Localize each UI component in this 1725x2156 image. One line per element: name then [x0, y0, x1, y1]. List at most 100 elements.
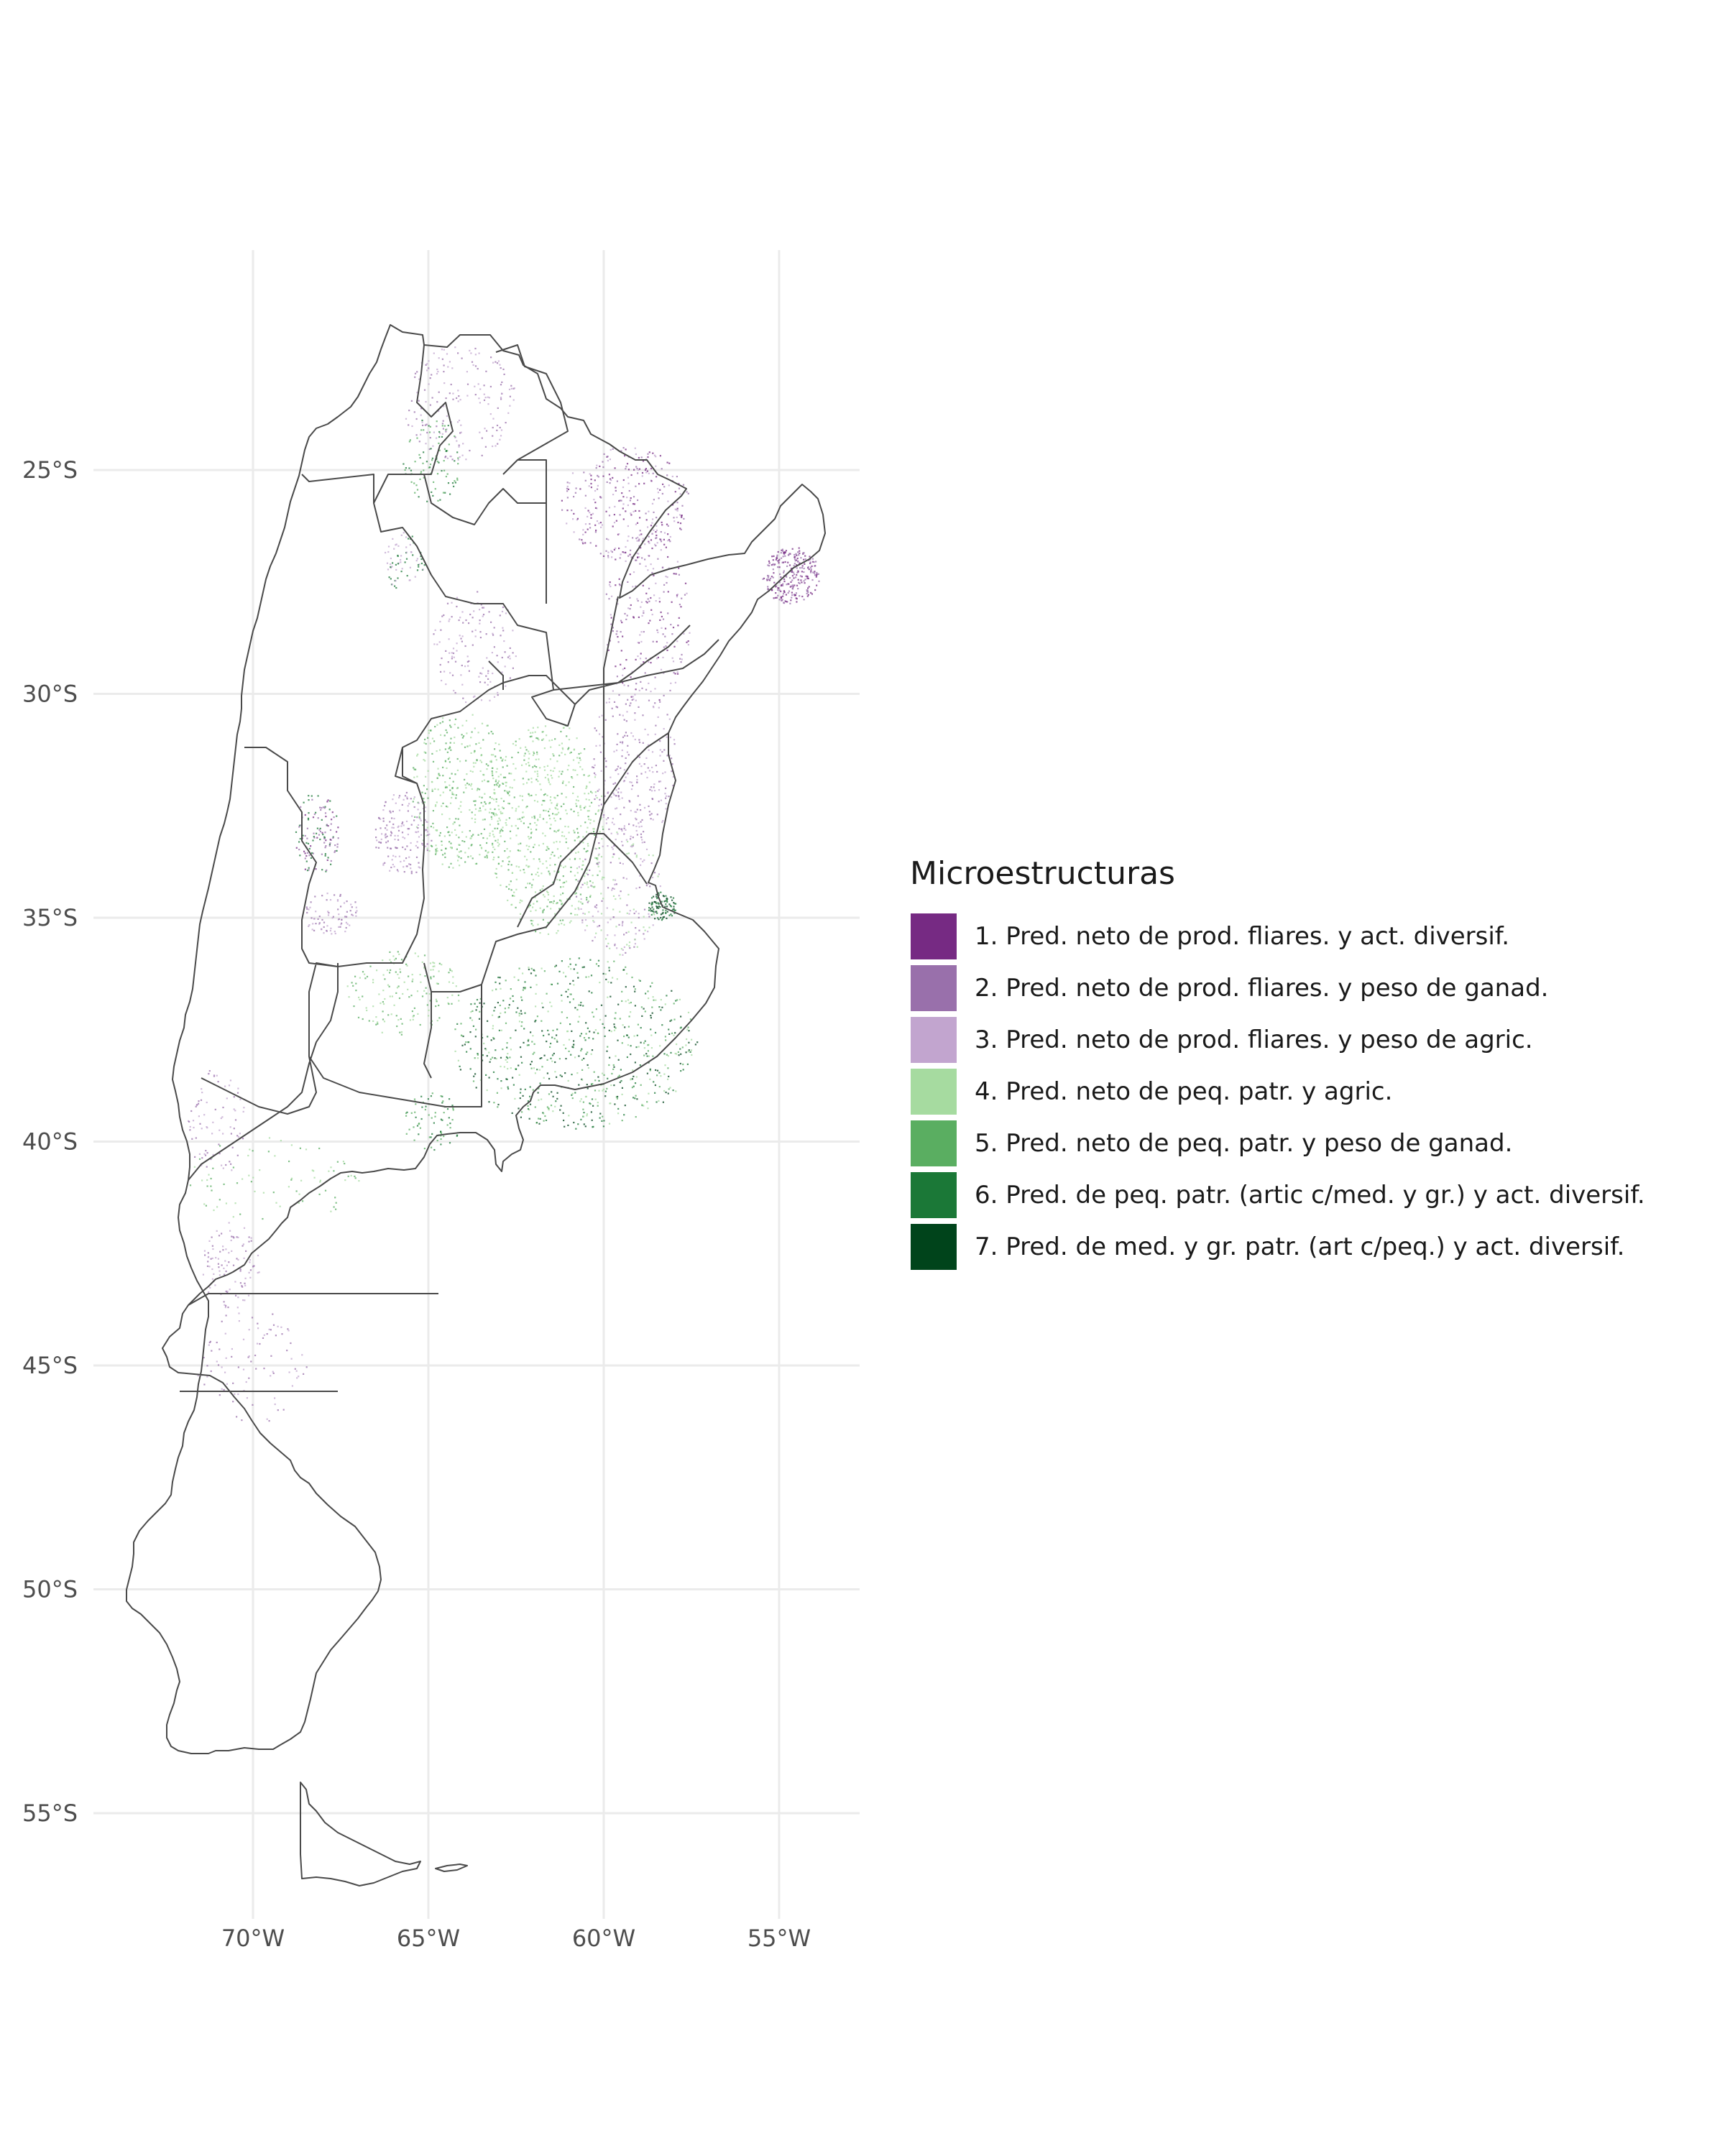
- map-dot-3854: [438, 962, 441, 964]
- map-dot-2664: [404, 795, 407, 797]
- map-dot-2008: [468, 783, 470, 786]
- map-dot-2780: [308, 869, 310, 871]
- map-dot-1656: [558, 775, 560, 778]
- map-dot-2502: [601, 838, 603, 840]
- map-dot-3823: [362, 995, 364, 998]
- map-dot-1905: [488, 811, 491, 814]
- map-dot-1190: [499, 831, 501, 834]
- map-dot-1288: [565, 841, 567, 844]
- map-dot-499: [599, 522, 602, 524]
- map-dot-3599: [623, 1114, 625, 1116]
- map-dot-2069: [442, 802, 444, 804]
- map-dot-2842: [321, 895, 323, 897]
- map-dot-4445: [393, 548, 395, 550]
- map-dot-2217: [641, 842, 643, 844]
- map-dot-3274: [567, 1124, 569, 1126]
- map-dot-324: [645, 468, 647, 470]
- map-dot-535: [596, 464, 598, 466]
- map-dot-1156: [523, 822, 525, 824]
- map-dot-2304: [604, 795, 606, 797]
- map-dot-2402: [630, 845, 632, 847]
- map-dot-3937: [206, 1166, 208, 1168]
- map-dot-1682: [507, 899, 509, 901]
- map-dot-1522: [580, 808, 582, 811]
- map-dot-2955: [497, 1016, 500, 1018]
- map-dot-4151: [425, 1105, 427, 1107]
- map-dot-1889: [415, 768, 417, 770]
- map-dot-3874: [236, 1154, 239, 1156]
- map-dot-3335: [538, 1069, 540, 1071]
- map-dot-1806: [441, 721, 444, 723]
- map-dot-3004: [535, 992, 537, 995]
- map-dot-4135: [440, 1135, 442, 1137]
- map-dot-2428: [638, 929, 640, 931]
- map-dot-1604: [573, 786, 575, 788]
- map-dot-2390: [616, 947, 618, 949]
- map-dot-2021: [459, 851, 461, 853]
- map-dot-1709: [494, 780, 497, 783]
- map-dot-4441: [420, 558, 423, 561]
- map-dot-4250: [203, 1383, 206, 1386]
- map-dot-1915: [427, 797, 429, 799]
- map-dot-3888: [205, 1150, 207, 1152]
- map-dot-1825: [441, 840, 443, 842]
- map-dot-2285: [605, 819, 607, 821]
- map-dot-4124: [201, 1179, 203, 1181]
- map-dot-3228: [594, 1098, 597, 1100]
- map-dot-930: [433, 352, 435, 354]
- map-dot-3793: [429, 1000, 431, 1002]
- map-dot-2062: [482, 739, 484, 741]
- map-dot-113: [775, 586, 777, 588]
- map-dot-1032: [433, 643, 436, 645]
- map-dot-2980: [613, 960, 615, 962]
- map-dot-729: [636, 598, 638, 600]
- map-dot-1640: [558, 870, 560, 872]
- map-dot-488: [581, 541, 584, 543]
- map-dot-398: [629, 499, 631, 502]
- map-dot-2331: [659, 780, 662, 783]
- map-dot-1284: [563, 866, 565, 869]
- map-dot-3067: [529, 1095, 531, 1097]
- map-dot-3261: [649, 1068, 651, 1070]
- map-dot-188: [787, 561, 789, 563]
- map-dot-4327: [426, 500, 428, 502]
- map-dot-1973: [436, 801, 438, 803]
- map-dot-712: [648, 535, 650, 538]
- map-dot-2863: [346, 923, 349, 925]
- map-dot-4189: [408, 1128, 410, 1130]
- map-dot-4220: [241, 1419, 243, 1422]
- map-dot-3048: [568, 1038, 571, 1041]
- map-dot-766: [632, 557, 634, 559]
- map-dot-2323: [613, 750, 615, 752]
- map-dot-3732: [382, 990, 385, 992]
- map-dot-2825: [311, 852, 313, 854]
- map-dot-2278: [612, 792, 615, 794]
- map-dot-4082: [218, 1199, 221, 1201]
- map-dot-667: [650, 662, 652, 664]
- map-dot-2611: [387, 847, 389, 849]
- map-dot-3130: [650, 1047, 653, 1049]
- map-dot-2026: [448, 746, 451, 748]
- map-dot-3008: [515, 1011, 518, 1013]
- map-dot-1990: [484, 793, 486, 795]
- map-dot-3722: [433, 965, 436, 967]
- map-dot-1633: [576, 913, 579, 916]
- map-dot-2343: [597, 790, 599, 792]
- map-dot-2002: [450, 862, 452, 865]
- map-dot-3299: [549, 1001, 551, 1003]
- legend-item-3: 3. Pred. neto de prod. fliares. y peso d…: [907, 1014, 1712, 1066]
- map-dot-1504: [500, 865, 502, 867]
- map-dot-2427: [595, 907, 597, 909]
- map-dot-2888: [345, 921, 347, 923]
- map-dot-862: [414, 372, 417, 374]
- map-dot-3709: [658, 907, 660, 909]
- map-dot-1671: [497, 856, 500, 858]
- map-dot-3202: [591, 1098, 594, 1100]
- map-dot-3990: [244, 1282, 246, 1284]
- map-dot-3611: [524, 987, 526, 989]
- map-dot-138: [768, 579, 770, 581]
- map-dot-3666: [670, 896, 672, 898]
- map-dot-1052: [487, 670, 489, 672]
- map-dot-3429: [529, 1086, 531, 1088]
- map-dot-587: [663, 591, 665, 593]
